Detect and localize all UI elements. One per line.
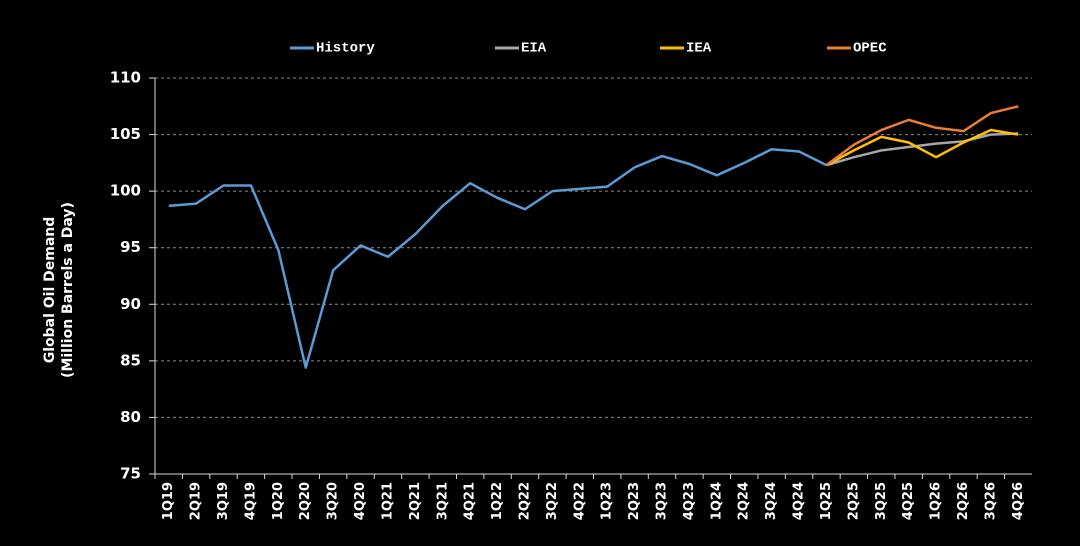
legend-label: EIA	[521, 41, 547, 57]
y-axis-title-line: (Million Barrels a Day)	[60, 202, 76, 378]
series-line	[825, 105, 1019, 167]
x-tick-label: 2Q20	[298, 482, 313, 520]
x-tick-label: 4Q23	[682, 482, 697, 520]
y-axis-title: Global Oil Demand (Million Barrels a Day…	[42, 202, 76, 378]
x-tick-label: 3Q24	[764, 482, 779, 520]
x-tick-label: 1Q21	[380, 482, 395, 520]
x-tick-label: 4Q21	[463, 482, 478, 520]
x-tick-label: 2Q21	[408, 482, 423, 520]
x-tick-label: 1Q24	[709, 482, 724, 520]
x-tick-label: 2Q23	[627, 482, 642, 520]
series-line	[168, 148, 828, 369]
x-tick-label: 4Q19	[243, 482, 258, 520]
series-line	[826, 132, 1019, 167]
x-tick-label: 4Q24	[792, 482, 807, 520]
y-tick-label: 75	[120, 465, 141, 483]
x-tick-label: 3Q21	[435, 482, 450, 520]
x-tick-label: 1Q19	[161, 482, 176, 520]
x-tick-label: 4Q26	[1011, 482, 1026, 520]
y-tick-label: 80	[120, 408, 141, 426]
y-tick-label: 110	[110, 69, 141, 87]
x-tick-label: 4Q20	[353, 482, 368, 520]
x-tick-label: 4Q22	[572, 482, 587, 520]
x-tick-label: 2Q22	[517, 482, 532, 520]
y-axis-title-line: Global Oil Demand	[42, 217, 58, 364]
x-tick-label: 2Q25	[846, 482, 861, 520]
legend-label: OPEC	[853, 41, 887, 57]
x-tick-label: 4Q25	[901, 482, 916, 520]
series-line	[825, 128, 1019, 167]
y-tick-label: 105	[110, 125, 141, 143]
x-tick-label: 3Q22	[545, 482, 560, 520]
x-tick-label: 3Q23	[655, 482, 670, 520]
x-tick-label: 1Q23	[600, 482, 615, 520]
x-tick-label: 3Q25	[874, 482, 889, 520]
legend-label: IEA	[686, 41, 712, 57]
x-tick-label: 3Q26	[983, 482, 998, 520]
x-tick-label: 1Q20	[271, 482, 286, 520]
x-tick-label: 1Q25	[819, 482, 834, 520]
y-tick-label: 95	[120, 238, 141, 256]
legend-label: History	[316, 41, 375, 57]
x-tick-label: 1Q22	[490, 482, 505, 520]
y-tick-label: 85	[120, 351, 141, 369]
x-tick-label: 2Q19	[189, 482, 204, 520]
x-tick-label: 2Q24	[737, 482, 752, 520]
x-tick-label: 3Q20	[326, 482, 341, 520]
y-tick-label: 100	[110, 182, 141, 200]
y-tick-label: 90	[120, 295, 141, 313]
x-tick-label: 2Q26	[956, 482, 971, 520]
x-tick-label: 1Q26	[929, 482, 944, 520]
x-tick-label: 3Q19	[216, 482, 231, 520]
